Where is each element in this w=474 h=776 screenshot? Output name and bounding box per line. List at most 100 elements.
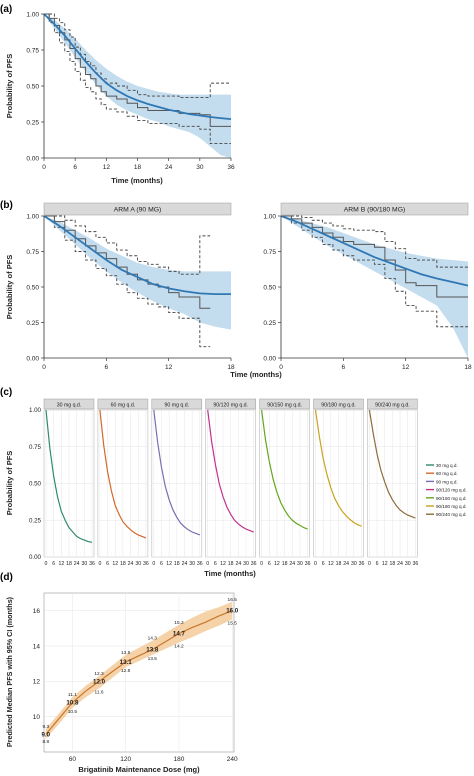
panel-c-x-tick-label: 18: [120, 561, 126, 567]
panel-c-x-tick-label: 30: [405, 561, 411, 567]
panel-b-facet-1-km-ci-upper: [281, 215, 468, 268]
panel-c-strip-label: 90 mg q.d.: [165, 403, 190, 409]
panel-d-x-tick-label: 120: [120, 756, 131, 763]
panel-label-c: (c): [0, 387, 12, 398]
panel-c-x-tick-label: 24: [235, 561, 241, 567]
panel-c-curve: [314, 409, 362, 527]
panel-a-x-tick-label: 6: [73, 164, 77, 171]
panel-b-strip-label: ARM A (90 MG): [114, 207, 162, 214]
panel-c-x-tick-label: 6: [322, 561, 325, 567]
panel-c-x-tick-label: 18: [336, 561, 342, 567]
panel-d-y-axis-title: Predicted Median PFS with 95% CI (months…: [5, 596, 14, 747]
panel-c-x-tick-label: 18: [228, 561, 234, 567]
panel-d-lower-label: 12.8: [121, 668, 131, 674]
panel-d-median-label: 13.1: [120, 659, 133, 666]
panel-c-x-tick-label: 18: [282, 561, 288, 567]
panel-d-y-tick-label: 16: [33, 608, 41, 615]
panel-b-facet-0-y-tick-label: 1.00: [26, 213, 39, 220]
panel-c-x-tick-label: 6: [214, 561, 217, 567]
panel-d-median-label: 14.7: [173, 631, 186, 638]
panel-d-lower-label: 11.6: [95, 689, 104, 695]
panel-c-x-tick-label: 24: [289, 561, 295, 567]
panel-c-x-tick-label: 0: [45, 561, 48, 567]
panel-b-facet-1-km-ci-lower: [281, 215, 468, 328]
panel-d-lower-label: 13.5: [148, 656, 158, 662]
panel-b-facet-0-x-tick-label: 12: [165, 364, 173, 371]
panel-c-x-tick-label: 24: [74, 561, 80, 567]
panel-c-x-tick-label: 36: [359, 561, 365, 567]
panel-c-strip: [151, 398, 203, 410]
panel-d-median-label: 10.8: [66, 700, 79, 707]
panel-c-x-tick-label: 36: [197, 561, 203, 567]
panel-b-facet-0-y-tick-label: 0.75: [26, 249, 39, 256]
panel-c-y-tick-label: 0.50: [29, 481, 42, 488]
panel-c-x-tick-label: 12: [382, 561, 388, 567]
panel-b-facet-0-y-tick-label: 0.00: [26, 355, 39, 362]
panel-c-y-tick-label: 1.00: [29, 407, 42, 414]
chart-panel-b: ARM A (90 MG) 0 6 12 18 0.00 0.25 0.50 0.75 1.00 A…: [5, 202, 472, 379]
panel-c-x-tick-label: 12: [274, 561, 280, 567]
panel-d-ci-band: [45, 601, 233, 739]
chart-panel-d: 9.39.08.8 11.1 10.8 10.5 12.312.0 11.6 13.5 13.…: [5, 592, 239, 774]
panel-a-y-axis-title: Probability of PFS: [5, 54, 14, 119]
panel-b-facet-1-x-tick-label: 18: [464, 364, 472, 371]
panel-c-x-tick-label: 18: [66, 561, 72, 567]
panel-d-median-label: 13.8: [146, 647, 159, 654]
panel-c-strip: [367, 398, 418, 410]
panel-b-facet-1-km-observed: [281, 215, 468, 298]
panel-b-facet-0-y-tick-label: 0.25: [26, 320, 39, 327]
panel-c-strip-label: 90/150 mg q.d.: [267, 403, 302, 409]
panel-label-a: (a): [0, 4, 12, 15]
panel-d-lower-label: 14.2: [174, 643, 184, 649]
panel-c-x-tick-label: 6: [376, 561, 379, 567]
panel-c-y-tick-label: 0.75: [29, 444, 42, 451]
panel-b-facet-1-x-tick-label: 12: [402, 364, 410, 371]
panel-d-upper-label: 12.3: [94, 671, 104, 677]
panel-c-strip-label: 60 mg q.d.: [111, 403, 136, 409]
panel-c-x-tick-label: 24: [397, 561, 403, 567]
panel-b-facet-0-y-tick-label: 0.50: [26, 284, 39, 291]
panel-c-strip-label: 90/180 mg q.d.: [321, 403, 356, 409]
panel-a-x-tick-label: 12: [103, 164, 111, 171]
panel-c-strip-label: 90/120 mg q.d.: [213, 403, 248, 409]
panel-c-legend-label: 90/240 mg q.d.: [436, 512, 467, 517]
panel-b-strip-label: ARM B (90/180 MG): [344, 207, 406, 214]
panel-c-x-tick-label: 30: [297, 561, 303, 567]
panel-b-y-axis-title: Probability of PFS: [5, 255, 14, 320]
panel-b-facet-0-x-tick-label: 6: [105, 364, 109, 371]
panel-c-x-tick-label: 12: [112, 561, 118, 567]
panel-c-strip: [97, 398, 149, 410]
panel-c-legend-label: 90 mg q.d.: [436, 479, 458, 484]
panel-c-x-tick-label: 12: [220, 561, 226, 567]
panel-c-strip: [205, 398, 256, 410]
panel-c-x-tick-label: 30: [189, 561, 195, 567]
panel-c-legend-label: 90/150 mg q.d.: [436, 496, 467, 501]
panel-c-curve: [207, 409, 254, 533]
panel-a-km-ci-lower: [44, 13, 231, 145]
panel-b-facet-1-y-tick-label: 0.75: [263, 249, 276, 256]
panel-c-x-tick-label: 0: [260, 561, 263, 567]
panel-d-median-label: 9.0: [41, 731, 50, 738]
panel-c-curve: [99, 409, 147, 539]
panel-d-upper-label: 16.5: [228, 597, 238, 603]
panel-b-facet-0-prediction-band: [44, 216, 231, 330]
panel-a-model-line: [43, 13, 232, 121]
panel-b-facet-0-x-tick-label: 0: [42, 364, 46, 371]
panel-b-x-axis-title: Time (months): [230, 370, 282, 379]
panel-c-x-tick-label: 0: [314, 561, 317, 567]
panel-a-x-tick-label: 18: [134, 164, 142, 171]
panel-c-x-tick-label: 0: [368, 561, 371, 567]
panel-a-x-tick-label: 0: [42, 164, 46, 171]
panel-c-y-axis-title: Probability of PFS: [5, 451, 14, 516]
panel-c-strip: [43, 398, 95, 410]
panel-b-facet-0-km-observed: [44, 215, 211, 309]
panel-d-upper-label: 9.3: [42, 724, 49, 730]
panel-b-facet-0-km-ci-upper: [44, 215, 211, 275]
panel-c-x-tick-label: 0: [98, 561, 101, 567]
panel-c-curve: [261, 409, 308, 530]
panel-c-x-tick-label: 30: [135, 561, 141, 567]
panel-b-facet-1-x-tick-label: 6: [342, 364, 346, 371]
panel-c-curve: [153, 409, 201, 536]
panel-c-x-tick-label: 12: [58, 561, 64, 567]
